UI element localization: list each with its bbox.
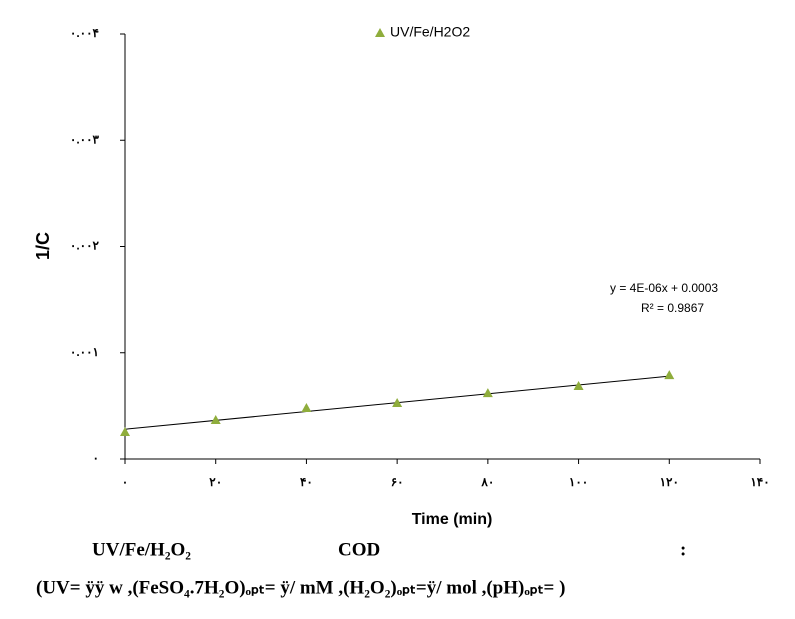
y-tick-label: ۰.۰۰۲ [70, 239, 100, 253]
caption-text: COD [338, 539, 380, 560]
data-point [301, 403, 312, 412]
data-point [392, 398, 403, 408]
caption-text: UV/Fe/H₂O₂ [92, 539, 191, 560]
y-axis-title: 1/C [33, 232, 53, 260]
legend-marker [375, 28, 385, 37]
data-point [573, 381, 584, 391]
x-tick-label: ۱۰۰ [569, 475, 588, 489]
data-point [482, 388, 493, 398]
x-tick-label: ۸۰ [480, 475, 494, 489]
data-point [210, 415, 221, 425]
y-tick-label: ۰.۰۰۱ [70, 345, 99, 359]
legend-label: UV/Fe/H2O2 [390, 24, 470, 40]
trend-r-squared: R² = 0.9867 [641, 301, 704, 315]
trend-equation: y = 4E-06x + 0.0003 [610, 281, 718, 295]
x-tick-label: ۱۲۰ [660, 475, 679, 489]
data-point [664, 370, 675, 380]
x-tick-label: ۴۰ [300, 475, 313, 489]
x-tick-label: ۲۰ [209, 475, 222, 489]
x-axis-title: Time (min) [412, 511, 493, 528]
data-point [120, 427, 130, 437]
x-tick-label: ۰ [122, 475, 128, 489]
y-tick-label: ۰ [93, 451, 99, 465]
y-tick-label: ۰.۰۰۴ [70, 26, 99, 40]
caption-text: : [680, 539, 686, 560]
caption-text: (UV= ÿÿ w ,(FeSO₄.7H₂O)ₒₚₜ= ÿ/ mM ,(H₂O₂… [36, 577, 565, 598]
x-tick-label: ۱۴۰ [750, 475, 769, 489]
x-tick-label: ۶۰ [391, 475, 404, 489]
y-tick-label: ۰.۰۰۳ [70, 132, 100, 146]
